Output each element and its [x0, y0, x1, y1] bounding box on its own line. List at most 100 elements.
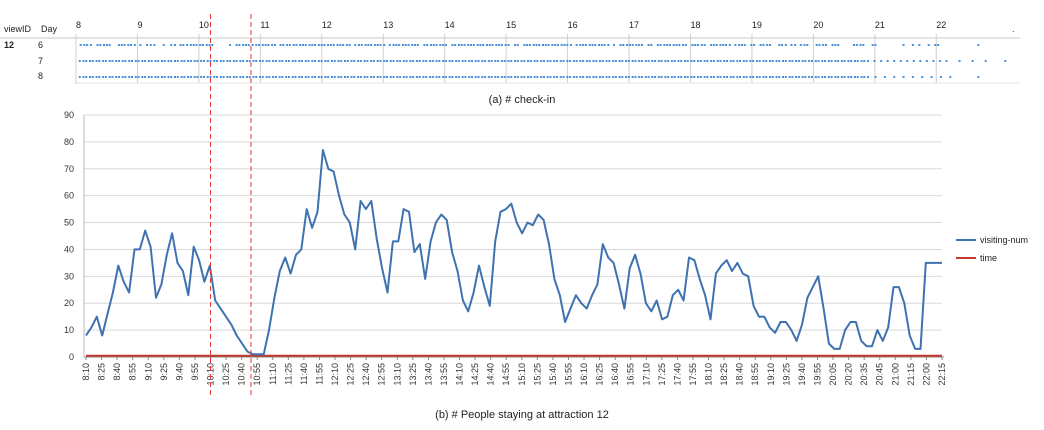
checkin-dot — [108, 44, 111, 46]
checkin-dot — [432, 44, 435, 46]
checkin-dot — [784, 76, 787, 78]
checkin-dot — [729, 60, 732, 62]
checkin-dot — [938, 60, 941, 62]
checkin-dot — [513, 44, 516, 46]
y-tick-label: 20 — [64, 298, 74, 308]
checkin-dot — [78, 60, 81, 62]
checkin-dot — [137, 60, 140, 62]
x-tick-label: 18:40 — [735, 363, 745, 386]
checkin-dot — [743, 44, 746, 46]
checkin-dot — [513, 76, 516, 78]
checkin-dot — [402, 60, 405, 62]
x-tick-label: 8:25 — [97, 363, 107, 381]
checkin-dot — [304, 44, 307, 46]
checkin-dot — [911, 44, 914, 46]
checkin-dot — [634, 76, 637, 78]
checkin-dot — [592, 76, 595, 78]
checkin-dot — [85, 76, 88, 78]
checkin-dot — [167, 60, 170, 62]
checkin-dot — [345, 44, 348, 46]
checkin-dot — [105, 44, 108, 46]
checkin-dot — [117, 44, 120, 46]
checkin-dot — [570, 44, 573, 46]
checkin-dot — [566, 76, 569, 78]
checkin-dot — [286, 44, 289, 46]
checkin-dot — [383, 76, 386, 78]
checkin-dot — [628, 44, 631, 46]
checkin-dot — [638, 44, 641, 46]
checkin-dot — [762, 60, 765, 62]
checkin-dot — [205, 44, 208, 46]
x-tick-label: 15:10 — [517, 363, 527, 386]
checkin-dot — [927, 44, 930, 46]
checkin-dot — [339, 44, 342, 46]
checkin-dot — [572, 76, 575, 78]
checkin-dot — [837, 76, 840, 78]
checkin-dot — [402, 76, 405, 78]
checkin-dot — [618, 76, 621, 78]
checkin-dot — [603, 44, 606, 46]
checkin-dot — [771, 76, 774, 78]
checkin-dot — [729, 76, 732, 78]
checkin-dot — [484, 76, 487, 78]
checkin-dot — [856, 76, 859, 78]
checkin-dot — [451, 60, 454, 62]
checkin-dot — [495, 44, 498, 46]
checkin-dot — [363, 60, 366, 62]
checkin-dot — [911, 76, 914, 78]
checkin-dot — [538, 44, 541, 46]
checkin-dot — [863, 76, 866, 78]
checkin-dot — [559, 60, 562, 62]
checkin-panel: viewID Day 12 6 7 8 . 8 9 10 11 12 13 14 15 16 17… — [0, 20, 1020, 106]
x-tick-label: 19:40 — [797, 363, 807, 386]
checkin-dot — [535, 44, 538, 46]
checkin-dot — [594, 44, 597, 46]
checkin-dot — [719, 60, 722, 62]
checkin-dot — [412, 60, 415, 62]
checkin-dot — [542, 60, 545, 62]
checkin-dot — [547, 44, 550, 46]
checkin-dot — [716, 60, 719, 62]
checkin-dot — [189, 44, 192, 46]
x-tick-label: 12:55 — [377, 363, 387, 386]
hour-label-10: 10 — [199, 20, 209, 30]
checkin-dot — [470, 44, 473, 46]
checkin-dot — [372, 60, 375, 62]
checkin-dot — [788, 76, 791, 78]
checkin-dot — [193, 76, 196, 78]
checkin-dot — [407, 44, 410, 46]
x-tick-label: 16:25 — [595, 363, 605, 386]
checkin-dot — [451, 76, 454, 78]
visiting-chart: 0 10 20 30 40 50 60 70 80 90 8:10 8:25 8:40 8:55 9:10… — [64, 14, 1028, 421]
checkin-dot — [435, 44, 438, 46]
checkin-dot — [226, 60, 229, 62]
checkin-dot — [264, 44, 267, 46]
checkin-dot — [115, 60, 118, 62]
checkin-dot — [388, 44, 391, 46]
checkin-dot — [357, 76, 360, 78]
hour-label-18: 18 — [690, 20, 700, 30]
checkin-dot — [235, 60, 238, 62]
checkin-dot — [659, 44, 662, 46]
checkin-dot — [179, 44, 182, 46]
hour-label-14: 14 — [445, 20, 455, 30]
checkin-dot — [460, 44, 463, 46]
checkin-dot — [117, 76, 120, 78]
checkin-dot — [301, 60, 304, 62]
checkin-dot — [307, 60, 310, 62]
checkin-dot — [487, 76, 490, 78]
checkin-dot — [455, 60, 458, 62]
checkin-dot — [279, 44, 282, 46]
checkin-dot — [121, 76, 124, 78]
checkin-dot — [824, 76, 827, 78]
checkin-dot — [457, 44, 460, 46]
checkin-dot — [556, 44, 559, 46]
checkin-dot — [808, 60, 811, 62]
checkin-dot — [435, 76, 438, 78]
checkin-dot — [684, 44, 687, 46]
checkin-dot — [379, 44, 382, 46]
checkin-dot — [196, 60, 199, 62]
checkin-dot — [287, 76, 290, 78]
checkin-dot — [755, 76, 758, 78]
checkin-dot — [267, 44, 270, 46]
